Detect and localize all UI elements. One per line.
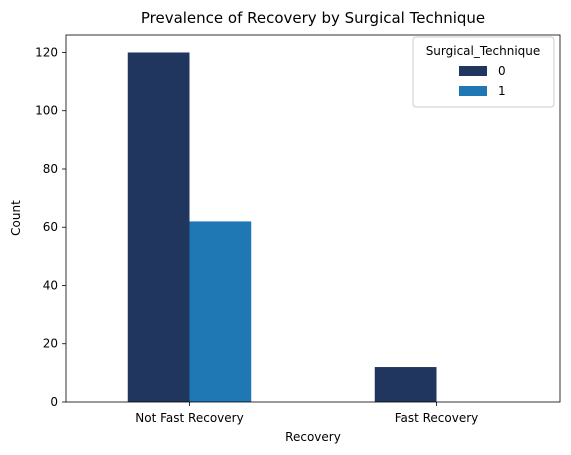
y-tick-label: 80 [43, 162, 58, 176]
y-tick-label: 100 [35, 104, 58, 118]
legend: Surgical_Technique 01 [412, 36, 555, 108]
legend-label-1: 1 [498, 84, 506, 98]
legend-items: 01 [459, 64, 506, 98]
plot-frame [65, 34, 561, 403]
x-tick-label: Fast Recovery [395, 411, 479, 425]
bar-1-series-1 [189, 221, 252, 402]
y-tick-label: 0 [50, 395, 58, 409]
y-tick-label: 120 [35, 45, 58, 59]
chart-title: Prevalence of Recovery by Surgical Techn… [141, 9, 485, 27]
legend-title: Surgical_Technique [426, 44, 541, 58]
bar-1-series-0 [127, 52, 190, 402]
x-tick-label: Not Fast Recovery [135, 411, 243, 425]
y-tick-label: 20 [43, 337, 58, 351]
legend-swatch-0 [459, 66, 487, 76]
legend-swatch-1 [459, 86, 487, 96]
y-axis-ticks: 0 20 40 60 80 100 120 [35, 45, 66, 409]
y-tick-label: 40 [43, 278, 58, 292]
legend-label-0: 0 [498, 64, 506, 78]
y-tick-label: 60 [43, 220, 58, 234]
y-axis-label: Count [9, 200, 23, 236]
bars-group [127, 52, 437, 402]
x-axis-ticks: Not Fast Recovery Fast Recovery [135, 402, 478, 425]
bar-2-series-0 [374, 367, 437, 402]
x-axis-label: Recovery [285, 430, 341, 444]
